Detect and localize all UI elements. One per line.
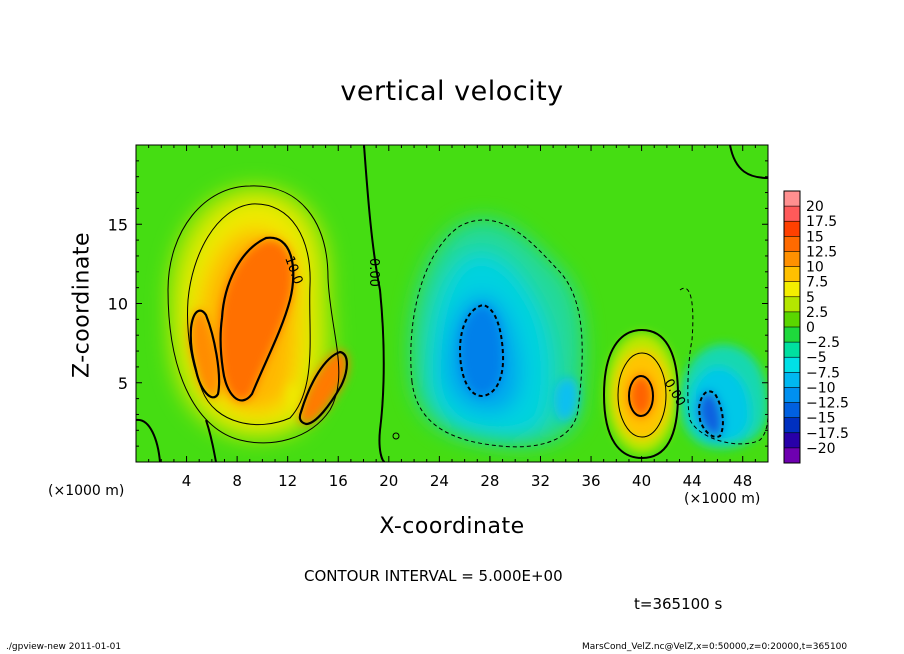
colorbar: 2017.51512.5107.552.50−2.5−5−7.5−10−12.5… — [783, 190, 849, 464]
colorbar-label: 15 — [806, 229, 824, 245]
colorbar-swatch — [784, 296, 800, 313]
colorbar-label: −10 — [806, 380, 836, 396]
colorbar-swatch — [784, 206, 800, 222]
y-tick-label: 15 — [108, 215, 128, 234]
colorbar-label: 5 — [806, 290, 815, 306]
colorbar-swatch — [784, 387, 800, 404]
x-tick-label: 4 — [182, 472, 192, 490]
x-tick-label: 44 — [683, 472, 702, 490]
colorbar-label: −12.5 — [806, 396, 849, 412]
x-tick-label: 48 — [733, 472, 752, 490]
colorbar-label: 7.5 — [806, 275, 828, 291]
x-tick-label: 28 — [480, 472, 499, 490]
x-tick-label: 32 — [531, 472, 550, 490]
contour-lines — [136, 145, 768, 462]
colorbar-label: −20 — [806, 441, 836, 457]
x-tick-label: 16 — [329, 472, 348, 490]
x-axis-ticks: 4 8 12 16 20 24 28 32 36 40 44 48 — [148, 145, 756, 490]
colorbar-swatch — [784, 372, 800, 388]
x-axis-unit-left: (×1000 m) — [48, 483, 125, 499]
colorbar-swatch — [784, 357, 800, 373]
colorbar-swatch — [784, 251, 800, 268]
y-axis-ticks: 5 10 15 — [108, 160, 768, 447]
colorbar-swatch — [784, 327, 800, 343]
colorbar-label: 0 — [806, 320, 815, 336]
colorbar-swatch — [784, 281, 800, 298]
colorbar-swatch — [784, 191, 800, 207]
colorbar-swatch — [784, 342, 800, 358]
colorbar-label: 12.5 — [806, 244, 837, 260]
footer-file-info: MarsCond_VelZ.nc@VelZ,x=0:50000,z=0:2000… — [582, 642, 848, 652]
colorbar-swatch — [784, 311, 800, 328]
chart-title: vertical velocity — [340, 76, 564, 107]
colorbar-swatch — [784, 221, 800, 237]
heatmap-field: 10.0 0.00 0.00 — [136, 145, 768, 462]
colorbar-label: 10 — [806, 260, 824, 276]
colorbar-label: 20 — [806, 199, 824, 215]
colorbar-swatch — [784, 447, 800, 464]
contour-label-0-left: 0.00 — [366, 258, 381, 287]
colorbar-swatch — [784, 402, 800, 419]
y-tick-label: 10 — [108, 295, 128, 314]
x-axis-label: X-coordinate — [379, 514, 525, 539]
colorbar-label: −7.5 — [806, 365, 840, 381]
x-tick-label: 24 — [430, 472, 449, 490]
colorbar-label: −5 — [806, 350, 827, 366]
colorbar-label: −2.5 — [806, 335, 840, 351]
x-axis-unit-right: (×1000 m) — [684, 491, 761, 507]
x-tick-label: 40 — [632, 472, 651, 490]
colorbar-label: −15 — [806, 411, 836, 427]
contour-interval-label: CONTOUR INTERVAL = 5.000E+00 — [304, 567, 563, 585]
colorbar-swatch — [784, 432, 800, 449]
colorbar-swatch — [784, 236, 800, 252]
x-tick-label: 12 — [278, 472, 297, 490]
x-tick-label: 36 — [581, 472, 600, 490]
y-tick-label: 5 — [118, 374, 128, 393]
colorbar-swatch — [784, 266, 800, 283]
x-tick-label: 20 — [379, 472, 398, 490]
footer-program-info: ./gpview-new 2011-01-01 — [6, 642, 122, 652]
colorbar-swatch — [784, 417, 800, 434]
colorbar-label: 2.5 — [806, 305, 828, 321]
colorbar-label: 17.5 — [806, 214, 837, 230]
x-tick-label: 8 — [232, 472, 242, 490]
time-label: t=365100 s — [634, 595, 723, 613]
colorbar-label: −17.5 — [806, 426, 849, 442]
